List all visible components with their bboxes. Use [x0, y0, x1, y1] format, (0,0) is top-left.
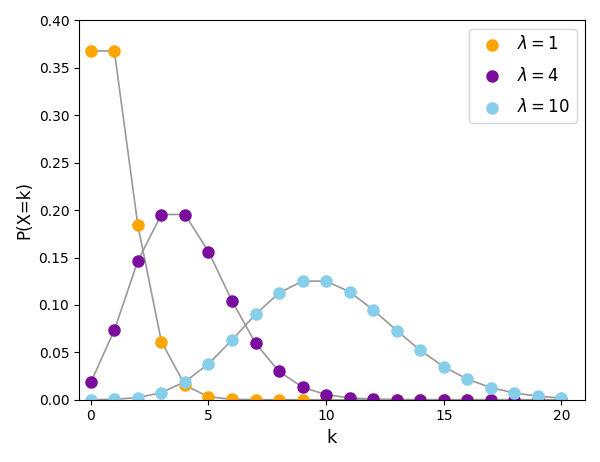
$\lambda=10$: [392, 327, 401, 334]
$\lambda=10$: [368, 306, 378, 314]
$\lambda=10$: [322, 277, 331, 285]
$\lambda=1$: [274, 396, 284, 403]
$\lambda=4$: [368, 395, 378, 403]
$\lambda=4$: [392, 396, 401, 403]
$\lambda=4$: [298, 383, 307, 391]
$\lambda=10$: [557, 394, 566, 401]
$\lambda=1$: [157, 338, 166, 345]
$\lambda=4$: [345, 394, 355, 401]
$\lambda=4$: [439, 396, 449, 403]
$\lambda=1$: [463, 396, 472, 403]
$\lambda=10$: [486, 384, 496, 391]
$\lambda=1$: [533, 396, 543, 403]
$\lambda=4$: [557, 396, 566, 403]
$\lambda=10$: [345, 288, 355, 296]
$\lambda=1$: [415, 396, 425, 403]
$\lambda=1$: [86, 47, 95, 55]
$\lambda=10$: [227, 336, 237, 344]
$\lambda=1$: [392, 396, 401, 403]
$\lambda=4$: [274, 368, 284, 375]
Y-axis label: P(X=k): P(X=k): [15, 181, 33, 239]
$\lambda=10$: [251, 310, 260, 318]
$\lambda=4$: [227, 297, 237, 304]
$\lambda=4$: [110, 327, 119, 334]
X-axis label: k: k: [327, 429, 337, 447]
$\lambda=10$: [274, 289, 284, 297]
$\lambda=1$: [322, 396, 331, 403]
$\lambda=10$: [157, 389, 166, 396]
$\lambda=4$: [533, 396, 543, 403]
$\lambda=1$: [368, 396, 378, 403]
$\lambda=4$: [509, 396, 519, 403]
$\lambda=4$: [203, 248, 213, 255]
$\lambda=10$: [509, 389, 519, 397]
$\lambda=1$: [227, 395, 237, 403]
$\lambda=10$: [463, 376, 472, 383]
$\lambda=4$: [463, 396, 472, 403]
$\lambda=4$: [133, 257, 143, 265]
Legend: $\lambda=1$, $\lambda=4$, $\lambda=10$: $\lambda=1$, $\lambda=4$, $\lambda=10$: [469, 29, 577, 123]
$\lambda=10$: [298, 277, 307, 285]
$\lambda=1$: [251, 396, 260, 403]
$\lambda=1$: [298, 396, 307, 403]
$\lambda=1$: [439, 396, 449, 403]
$\lambda=1$: [180, 382, 190, 389]
$\lambda=10$: [439, 363, 449, 371]
$\lambda=10$: [133, 394, 143, 401]
$\lambda=10$: [180, 378, 190, 385]
$\lambda=4$: [251, 340, 260, 347]
$\lambda=4$: [486, 396, 496, 403]
$\lambda=10$: [110, 395, 119, 403]
$\lambda=10$: [86, 396, 95, 403]
$\lambda=4$: [86, 379, 95, 386]
$\lambda=4$: [180, 211, 190, 218]
$\lambda=1$: [509, 396, 519, 403]
$\lambda=10$: [203, 360, 213, 368]
$\lambda=1$: [203, 393, 213, 401]
$\lambda=10$: [533, 393, 543, 400]
$\lambda=4$: [415, 396, 425, 403]
$\lambda=1$: [486, 396, 496, 403]
$\lambda=1$: [133, 222, 143, 229]
$\lambda=1$: [557, 396, 566, 403]
$\lambda=1$: [110, 47, 119, 55]
$\lambda=10$: [415, 346, 425, 354]
$\lambda=4$: [157, 211, 166, 218]
$\lambda=1$: [345, 396, 355, 403]
$\lambda=4$: [322, 391, 331, 398]
